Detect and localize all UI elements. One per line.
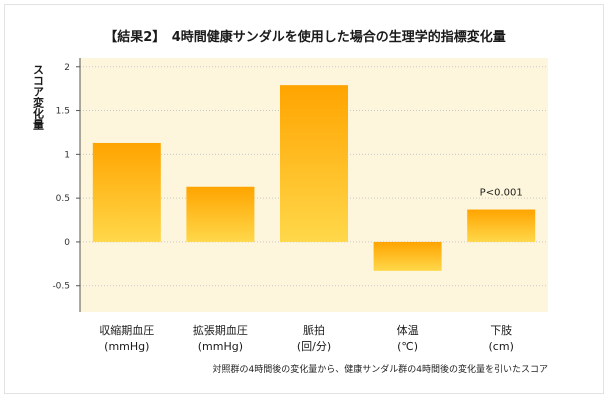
y-tick-label: 1.5 — [56, 107, 70, 117]
category-labels: 収縮期血圧 (mmHg) 拡張期血圧 (mmHg) 脈拍 (回/分) 体温 (℃) 下肢 (cm) — [99, 323, 514, 353]
category-label: 収縮期血圧 — [99, 323, 154, 337]
y-ticks: -0.5 0 0.5 1 1.5 2 — [52, 63, 80, 292]
category-label: 下肢 — [490, 323, 512, 337]
significance-label: P<0.001 — [480, 188, 523, 199]
y-tick-label: 1 — [64, 150, 70, 160]
footnote: 対照群の4時間後の変化量から、健康サンダル群の4時間後の変化量を引いたスコア — [213, 363, 548, 375]
y-axis-label: スコア変化量 — [32, 64, 45, 130]
category-label: (回/分) — [297, 340, 331, 353]
bar — [373, 241, 442, 271]
bar — [280, 85, 348, 242]
bar — [186, 186, 255, 242]
y-tick-label: 0 — [64, 238, 70, 248]
annotations: P<0.001 — [480, 188, 523, 199]
y-tick-label: 0.5 — [56, 194, 70, 204]
category-label: (mmHg) — [198, 340, 243, 353]
category-label: (℃) — [397, 340, 418, 353]
y-tick-label: 2 — [64, 63, 70, 73]
category-label: (mmHg) — [104, 340, 149, 353]
bar — [92, 142, 161, 242]
bar — [467, 209, 536, 242]
category-label: 体温 — [397, 323, 419, 337]
category-label: 脈拍 — [303, 323, 325, 337]
category-label: (cm) — [489, 340, 514, 353]
y-tick-label: -0.5 — [52, 282, 70, 292]
chart-title: 【結果2】 4時間健康サンダルを使用した場合の生理学的指標変化量 — [104, 29, 506, 45]
bars — [92, 85, 536, 271]
category-label: 拡張期血圧 — [193, 323, 248, 337]
